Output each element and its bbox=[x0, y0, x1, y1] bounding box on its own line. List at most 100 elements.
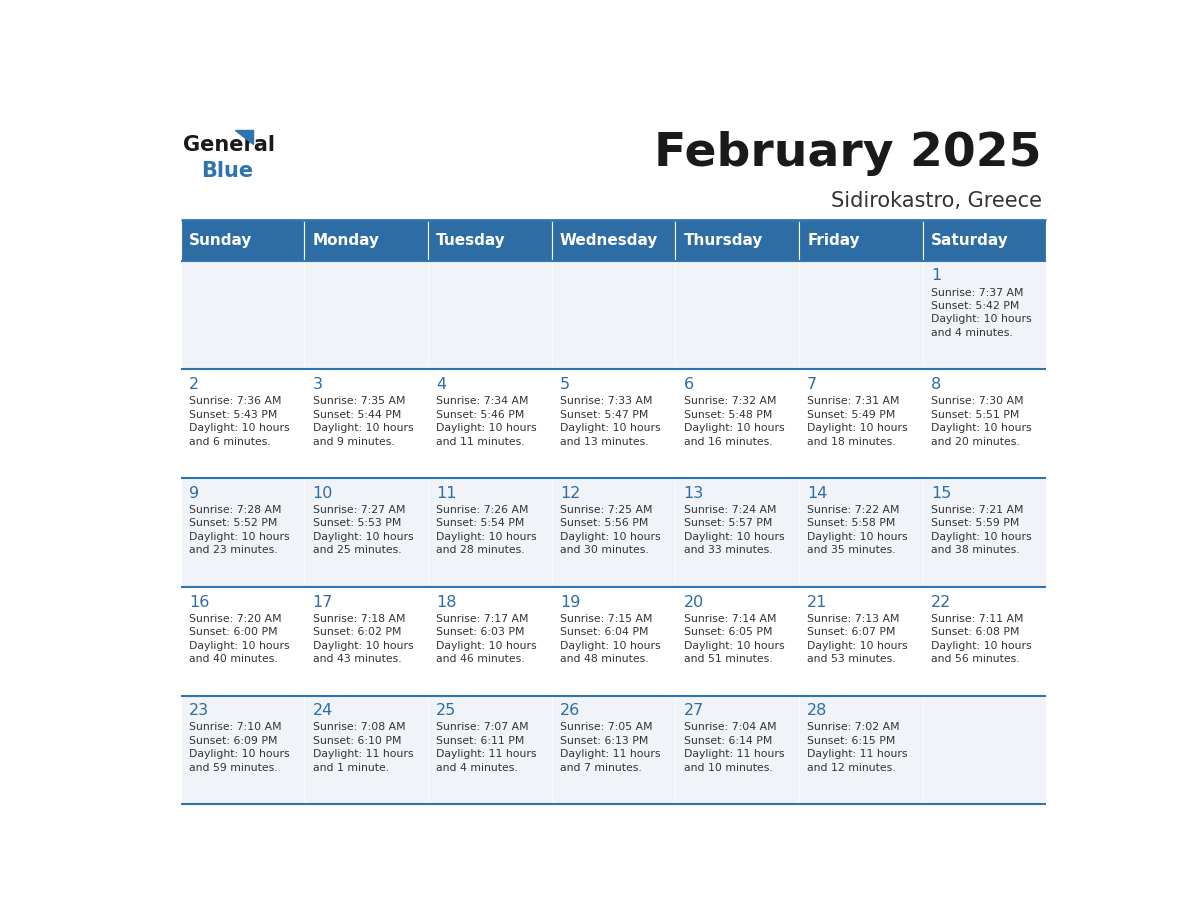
Text: Sunrise: 7:35 AM: Sunrise: 7:35 AM bbox=[312, 397, 405, 407]
Text: Friday: Friday bbox=[807, 233, 860, 248]
Text: 20: 20 bbox=[683, 595, 703, 610]
Text: 8: 8 bbox=[931, 377, 941, 392]
Text: and 23 minutes.: and 23 minutes. bbox=[189, 545, 278, 555]
Text: Daylight: 11 hours: Daylight: 11 hours bbox=[560, 749, 661, 759]
Text: and 6 minutes.: and 6 minutes. bbox=[189, 437, 271, 446]
Text: Saturday: Saturday bbox=[931, 233, 1009, 248]
Text: Sunset: 5:49 PM: Sunset: 5:49 PM bbox=[807, 409, 896, 420]
Text: Sunset: 6:05 PM: Sunset: 6:05 PM bbox=[683, 627, 772, 637]
Text: 16: 16 bbox=[189, 595, 209, 610]
Text: Daylight: 11 hours: Daylight: 11 hours bbox=[312, 749, 413, 759]
Text: Sunrise: 7:20 AM: Sunrise: 7:20 AM bbox=[189, 614, 282, 623]
Bar bbox=[798, 261, 923, 369]
Bar bbox=[304, 696, 428, 804]
Text: Sunrise: 7:18 AM: Sunrise: 7:18 AM bbox=[312, 614, 405, 623]
Text: and 46 minutes.: and 46 minutes. bbox=[436, 654, 525, 664]
Bar bbox=[181, 696, 304, 804]
Text: and 4 minutes.: and 4 minutes. bbox=[931, 328, 1012, 338]
Text: Sunset: 6:03 PM: Sunset: 6:03 PM bbox=[436, 627, 525, 637]
Text: Sunset: 6:13 PM: Sunset: 6:13 PM bbox=[560, 736, 649, 745]
Text: Wednesday: Wednesday bbox=[560, 233, 658, 248]
Text: Sunset: 6:09 PM: Sunset: 6:09 PM bbox=[189, 736, 278, 745]
Bar bbox=[181, 587, 304, 696]
Bar bbox=[428, 261, 551, 369]
Bar bbox=[551, 219, 675, 261]
Polygon shape bbox=[235, 130, 253, 144]
Bar bbox=[551, 369, 675, 478]
Text: and 4 minutes.: and 4 minutes. bbox=[436, 763, 518, 773]
Text: Daylight: 10 hours: Daylight: 10 hours bbox=[931, 315, 1031, 324]
Bar bbox=[798, 587, 923, 696]
Bar bbox=[798, 219, 923, 261]
Text: Daylight: 10 hours: Daylight: 10 hours bbox=[436, 532, 537, 542]
Text: Sunrise: 7:05 AM: Sunrise: 7:05 AM bbox=[560, 722, 652, 733]
Text: 21: 21 bbox=[807, 595, 828, 610]
Text: 9: 9 bbox=[189, 486, 200, 501]
Text: and 59 minutes.: and 59 minutes. bbox=[189, 763, 278, 773]
Text: and 35 minutes.: and 35 minutes. bbox=[807, 545, 896, 555]
Text: Sunrise: 7:28 AM: Sunrise: 7:28 AM bbox=[189, 505, 282, 515]
Text: Sunset: 5:57 PM: Sunset: 5:57 PM bbox=[683, 519, 772, 529]
Text: and 11 minutes.: and 11 minutes. bbox=[436, 437, 525, 446]
Text: Daylight: 10 hours: Daylight: 10 hours bbox=[683, 532, 784, 542]
Text: Sunrise: 7:33 AM: Sunrise: 7:33 AM bbox=[560, 397, 652, 407]
Bar bbox=[798, 478, 923, 587]
Text: 14: 14 bbox=[807, 486, 828, 501]
Text: Sunrise: 7:36 AM: Sunrise: 7:36 AM bbox=[189, 397, 282, 407]
Text: Sunset: 6:08 PM: Sunset: 6:08 PM bbox=[931, 627, 1019, 637]
Text: Sunset: 5:42 PM: Sunset: 5:42 PM bbox=[931, 301, 1019, 311]
Text: and 25 minutes.: and 25 minutes. bbox=[312, 545, 402, 555]
Text: Sunrise: 7:21 AM: Sunrise: 7:21 AM bbox=[931, 505, 1023, 515]
Text: Daylight: 10 hours: Daylight: 10 hours bbox=[189, 532, 290, 542]
Text: 1: 1 bbox=[931, 268, 941, 284]
Text: and 38 minutes.: and 38 minutes. bbox=[931, 545, 1019, 555]
Text: Daylight: 10 hours: Daylight: 10 hours bbox=[312, 641, 413, 651]
Text: Sunset: 5:54 PM: Sunset: 5:54 PM bbox=[436, 519, 525, 529]
Text: Sunrise: 7:07 AM: Sunrise: 7:07 AM bbox=[436, 722, 529, 733]
Text: General: General bbox=[183, 135, 274, 155]
Bar bbox=[304, 219, 428, 261]
Text: Sunrise: 7:14 AM: Sunrise: 7:14 AM bbox=[683, 614, 776, 623]
Text: Daylight: 10 hours: Daylight: 10 hours bbox=[931, 641, 1031, 651]
Text: Sunrise: 7:24 AM: Sunrise: 7:24 AM bbox=[683, 505, 776, 515]
Bar bbox=[428, 696, 551, 804]
Text: Sunrise: 7:34 AM: Sunrise: 7:34 AM bbox=[436, 397, 529, 407]
Text: 6: 6 bbox=[683, 377, 694, 392]
Text: Daylight: 10 hours: Daylight: 10 hours bbox=[931, 423, 1031, 433]
Bar bbox=[304, 587, 428, 696]
Text: Sunset: 5:58 PM: Sunset: 5:58 PM bbox=[807, 519, 896, 529]
Text: Sunset: 5:47 PM: Sunset: 5:47 PM bbox=[560, 409, 649, 420]
Text: 27: 27 bbox=[683, 703, 703, 719]
Text: Daylight: 10 hours: Daylight: 10 hours bbox=[560, 532, 661, 542]
Bar bbox=[551, 478, 675, 587]
Text: 24: 24 bbox=[312, 703, 333, 719]
Bar bbox=[675, 587, 798, 696]
Text: February 2025: February 2025 bbox=[655, 131, 1042, 176]
Text: Sunset: 5:56 PM: Sunset: 5:56 PM bbox=[560, 519, 649, 529]
Text: and 30 minutes.: and 30 minutes. bbox=[560, 545, 649, 555]
Text: Sunrise: 7:04 AM: Sunrise: 7:04 AM bbox=[683, 722, 776, 733]
Bar bbox=[551, 587, 675, 696]
Text: 18: 18 bbox=[436, 595, 456, 610]
Bar bbox=[304, 261, 428, 369]
Text: Tuesday: Tuesday bbox=[436, 233, 506, 248]
Text: 3: 3 bbox=[312, 377, 323, 392]
Text: Sunrise: 7:30 AM: Sunrise: 7:30 AM bbox=[931, 397, 1023, 407]
Bar bbox=[181, 219, 304, 261]
Bar bbox=[923, 587, 1047, 696]
Text: and 20 minutes.: and 20 minutes. bbox=[931, 437, 1019, 446]
Text: Sidirokastro, Greece: Sidirokastro, Greece bbox=[830, 192, 1042, 211]
Text: and 10 minutes.: and 10 minutes. bbox=[683, 763, 772, 773]
Text: Sunset: 6:14 PM: Sunset: 6:14 PM bbox=[683, 736, 772, 745]
Text: Daylight: 10 hours: Daylight: 10 hours bbox=[683, 641, 784, 651]
Text: 12: 12 bbox=[560, 486, 580, 501]
Text: and 33 minutes.: and 33 minutes. bbox=[683, 545, 772, 555]
Text: and 43 minutes.: and 43 minutes. bbox=[312, 654, 402, 664]
Text: Sunset: 6:04 PM: Sunset: 6:04 PM bbox=[560, 627, 649, 637]
Text: Sunrise: 7:11 AM: Sunrise: 7:11 AM bbox=[931, 614, 1023, 623]
Text: Sunset: 6:10 PM: Sunset: 6:10 PM bbox=[312, 736, 402, 745]
Bar bbox=[675, 478, 798, 587]
Text: 25: 25 bbox=[436, 703, 456, 719]
Text: and 51 minutes.: and 51 minutes. bbox=[683, 654, 772, 664]
Bar bbox=[181, 478, 304, 587]
